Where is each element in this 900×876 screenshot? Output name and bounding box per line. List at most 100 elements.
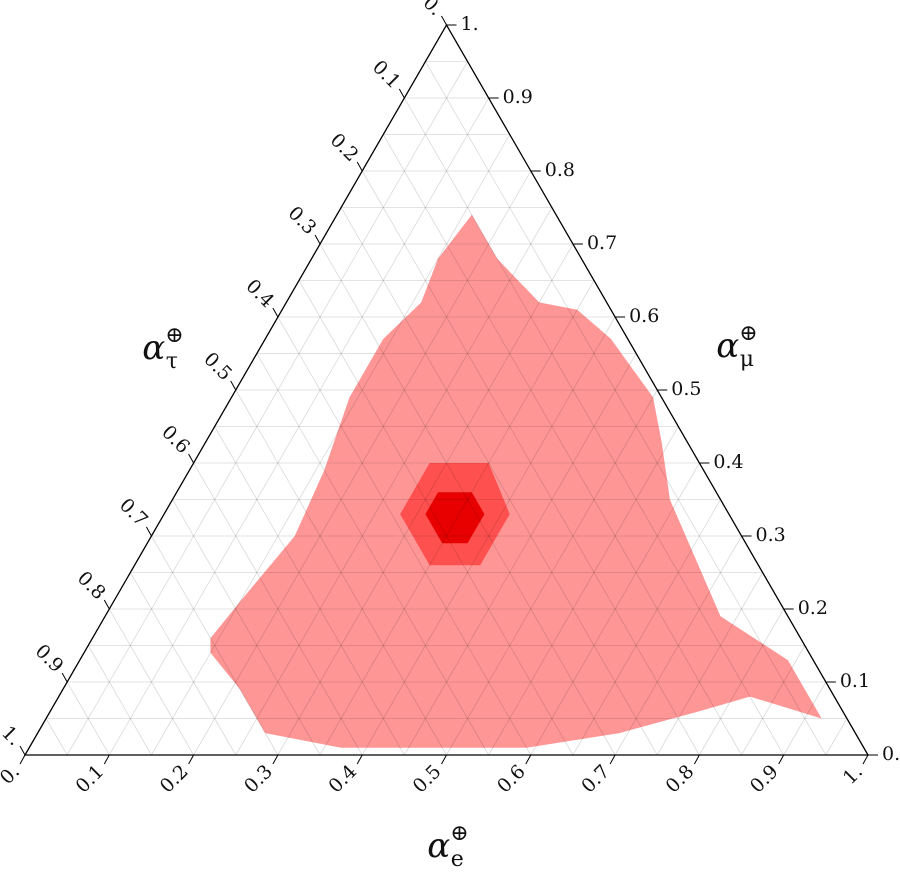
tick-mark — [356, 161, 363, 172]
grid-line — [66, 61, 468, 756]
tick-mark — [356, 754, 363, 765]
grid-line — [614, 535, 742, 756]
grid-line — [404, 353, 637, 756]
grid-line — [151, 535, 279, 756]
tick-mark — [314, 234, 321, 245]
tick-mark — [609, 754, 616, 765]
grid-line — [277, 316, 532, 756]
grid-line — [319, 243, 616, 756]
tick-mark — [398, 88, 405, 99]
tau-tick-label: 0.4 — [241, 275, 278, 312]
mu-tick-label: 0.9 — [503, 86, 533, 108]
tick-mark — [272, 307, 279, 318]
tick-mark — [230, 380, 237, 391]
grid-line — [277, 243, 574, 756]
tau-tick-label: 0.2 — [326, 129, 363, 166]
axis-symbol: α — [716, 326, 739, 366]
e-tick-label: 1. — [839, 761, 867, 789]
mu-tick-label: 0.7 — [587, 232, 617, 254]
tick-mark — [146, 526, 152, 537]
grid-line — [45, 718, 68, 756]
grid-line — [572, 499, 721, 756]
mu-tick-label: 0.5 — [671, 378, 701, 400]
tau-tick-label: 0.1 — [368, 56, 405, 93]
grid-line — [361, 170, 700, 756]
tick-mark — [441, 754, 447, 765]
mu-tick-label: 0.1 — [840, 670, 870, 692]
grid-line — [488, 426, 679, 756]
mu-tick-label: 0.6 — [629, 305, 659, 327]
grid-line — [382, 134, 742, 756]
axis-superscript: ⊕ — [165, 323, 183, 348]
grid-line — [235, 389, 447, 756]
e-tick-label: 0. — [0, 761, 24, 789]
e-tick-label: 0.7 — [577, 761, 614, 798]
e-tick-label: 0.4 — [324, 761, 361, 798]
grid-line — [825, 718, 848, 756]
tick-mark — [441, 15, 447, 26]
e-tick-label: 0.9 — [746, 761, 783, 798]
tau-tick-label: 0.8 — [73, 567, 110, 604]
tick-mark — [103, 754, 110, 765]
e-tick-label: 0.2 — [156, 761, 193, 798]
tick-mark — [525, 754, 532, 765]
axis-symbol: α — [142, 328, 165, 368]
grid-line — [361, 316, 616, 756]
tick-mark — [272, 754, 279, 765]
grid-line — [151, 134, 511, 756]
tick-mark — [19, 745, 26, 756]
axis-symbol: α — [427, 826, 450, 866]
tau-tick-label: 0.5 — [199, 348, 236, 385]
mu-tick-label: 1. — [461, 13, 479, 35]
axis-title: α⊕ e — [427, 821, 468, 872]
mu-tick-label: 0.4 — [713, 451, 743, 473]
grid-line — [783, 681, 827, 756]
e-tick-label: 0.5 — [409, 761, 446, 798]
axis-title: α⊕ τ — [142, 323, 183, 374]
e-tick-label: 0.3 — [240, 761, 277, 798]
mu-tick-label: 0.2 — [798, 597, 828, 619]
grid-line — [446, 389, 658, 756]
tick-mark — [19, 754, 26, 765]
tau-tick-label: 0.9 — [31, 640, 68, 677]
tau-tick-label: 0. — [419, 0, 447, 20]
mu-tick-label: 0.8 — [545, 159, 575, 181]
tick-mark — [103, 599, 110, 610]
tau-tick-label: 1. — [0, 722, 25, 750]
tick-mark — [778, 754, 785, 765]
density-region — [425, 492, 485, 544]
grid-line — [235, 207, 553, 756]
axis-subscript: μ — [740, 347, 754, 372]
mu-tick-label: 0. — [882, 743, 900, 765]
density-region — [210, 214, 822, 748]
grid-line — [699, 608, 785, 756]
tick-mark — [61, 672, 68, 683]
grid-line — [256, 353, 489, 756]
grid-line — [172, 499, 321, 756]
grid-line — [193, 170, 532, 756]
grid-line — [741, 645, 806, 756]
tick-mark — [862, 754, 869, 765]
grid-line — [193, 462, 363, 756]
axis-subscript: τ — [166, 349, 178, 374]
grid-line — [108, 97, 489, 756]
mu-tick-label: 0.3 — [756, 524, 786, 546]
grid-line — [425, 61, 827, 756]
tau-tick-label: 0.6 — [157, 421, 194, 458]
grid-line — [108, 608, 194, 756]
axis-superscript: ⊕ — [450, 821, 468, 846]
grid-line — [298, 280, 574, 756]
tick-mark — [693, 754, 700, 765]
e-tick-label: 0.8 — [662, 761, 699, 798]
grid-line — [214, 426, 405, 756]
e-tick-label: 0.1 — [71, 761, 108, 798]
axis-title: α⊕ μ — [716, 321, 757, 372]
grid-line — [340, 207, 658, 756]
grid-line — [87, 645, 152, 756]
tau-tick-label: 0.3 — [284, 202, 321, 239]
e-tick-label: 0.6 — [493, 761, 530, 798]
grid-line — [66, 681, 110, 756]
grid-line — [319, 280, 595, 756]
